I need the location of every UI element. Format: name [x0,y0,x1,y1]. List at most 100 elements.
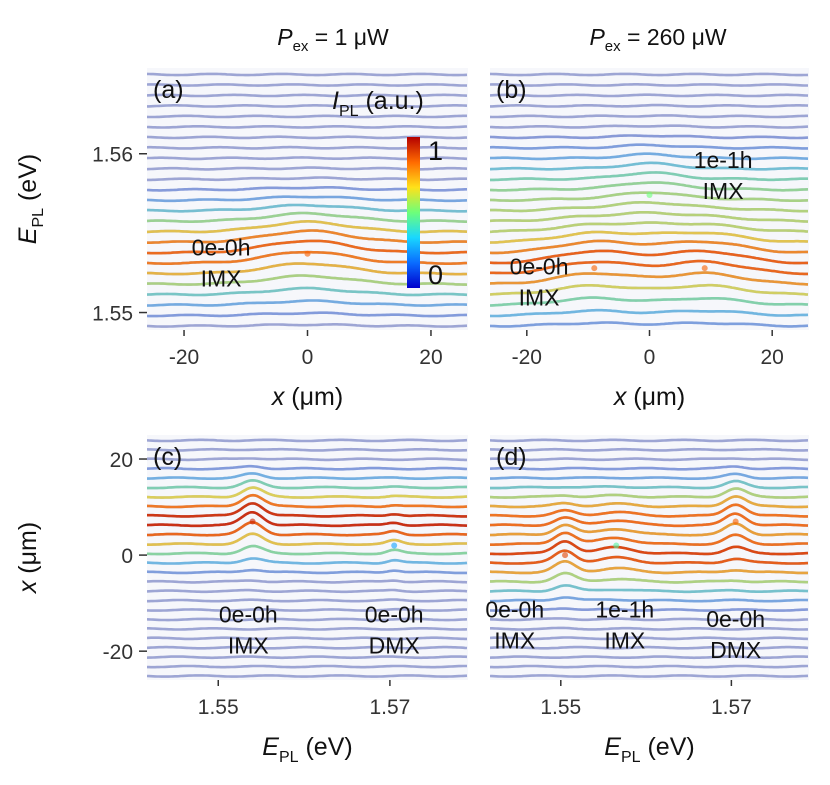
spectrum-trace [490,457,809,462]
spectrum-trace-highlight [490,522,809,537]
spectrum-trace [490,465,809,471]
peak-marker [249,518,256,525]
x-tick-label: 1.55 [198,696,239,719]
spectrum-trace [490,124,809,129]
spectrum-trace-highlight [490,171,808,182]
spectrum-trace [147,472,467,480]
spectrum-trace-highlight [147,299,468,307]
column-title-high-power: Pex = 260 μW [589,24,726,55]
peak-annotation: IMX [519,284,560,310]
spectrum-trace [147,579,468,584]
spectrum-trace [490,617,809,622]
spectrum-trace [147,135,467,140]
spectrum-trace [147,645,468,650]
spectrum-trace [490,438,809,443]
panel-label: (b) [496,76,527,104]
spectrum-trace [490,584,809,594]
peak-annotation: 0e-0h [485,597,544,623]
panel-a: (a) 0e-0h IMX -20 0 20 1.55 1.56 x (μm) EPL (eV) [14,68,468,411]
spectrum-trace [490,114,808,119]
colorbar-title: IPL (a.u.) [332,87,424,120]
spectrum-trace-highlight [490,596,809,603]
y-tick-label: 20 [110,449,133,472]
x-tick-label: 20 [761,346,784,369]
spectrum-trace [147,83,468,87]
spectrum-trace-highlight [147,311,467,318]
spectrum-trace-highlight [490,308,809,318]
spectrum-trace [147,655,468,660]
spectrum-trace-highlight [490,465,809,471]
spectrum-trace [490,664,808,669]
spectrum-trace [147,438,468,443]
y-tick-label: 1.55 [92,303,133,326]
spectrum-trace [490,296,809,307]
spectrum-trace [147,568,467,575]
x-tick-label: -20 [169,346,199,369]
peak-annotation: IMX [604,628,645,654]
spectrum-trace [147,72,468,77]
spectrum-trace [490,93,809,98]
peak-annotation: IMX [201,265,242,291]
spectrum-trace [147,311,467,318]
spectrum-trace-highlight [147,557,468,565]
x-tick-label: 1.55 [540,696,581,719]
spectrum-trace-highlight [147,568,467,575]
panel-label: (c) [153,443,182,471]
spectrum-trace [147,557,468,565]
spectrum-trace [490,645,809,650]
spectrum-trace-highlight [147,544,468,556]
spectrum-trace [147,323,468,328]
spectrum-trace-highlight [147,478,467,490]
colorbar: IPL (a.u.) 1 0 [332,87,443,290]
panel-d: (d) 0e-0h IMX 1e-1h IMX 0e-0h DMX 1.55 1.57 EPL (… [485,435,809,766]
spectrum-trace-highlight [490,296,809,307]
x-axis-title: x (μm) [613,383,685,411]
peak-marker [562,552,569,559]
spectrum-trace-highlight [490,134,809,140]
spectrum-trace-highlight [490,143,808,150]
spectrum-trace [147,299,468,307]
spectrum-trace [147,617,468,622]
peak-annotation: 0e-0h [510,253,569,279]
peak-marker [391,542,398,549]
spectrum-trace [147,125,468,129]
x-tick-label: 0 [302,346,314,369]
spectrum-trace [490,152,809,161]
spectrum-trace [147,457,467,462]
spectrum-trace [490,674,809,678]
colorbar-max-label: 1 [428,136,443,166]
spectrum-trace [490,83,808,87]
plot-area [147,435,468,680]
x-axis-title: x (μm) [271,383,343,411]
x-axis-title: EPL (eV) [604,733,694,766]
spectrum-trace-highlight [147,510,468,528]
spectrum-trace [147,588,468,594]
peak-annotation: 0e-0h [219,601,278,627]
peak-marker [646,192,653,199]
peak-annotation: IMX [228,632,269,658]
spectrum-trace-highlight [490,607,809,612]
spectrum-trace-highlight [490,549,809,565]
spectrum-trace-highlight [490,512,809,528]
spectrum-trace [147,664,467,669]
peak-annotation: 1e-1h [694,147,753,173]
x-tick-label: 1.57 [711,696,752,719]
spectrum-trace [490,655,808,660]
x-tick-label: 1.57 [369,696,410,719]
colorbar-gradient [407,137,420,288]
peak-marker [591,265,598,272]
peak-annotation: IMX [703,178,744,204]
spectrum-trace-highlight [490,201,808,213]
panel-label: (d) [496,443,527,471]
spectrum-trace [490,479,809,490]
spectrum-trace-highlight [490,259,808,276]
peak-annotation: 0e-0h [706,606,765,632]
spectrum-trace-highlight [147,464,468,471]
x-axis-title: EPL (eV) [262,733,352,766]
spectrum-trace [490,143,808,150]
spectrum-trace-highlight [490,152,809,161]
spectrum-trace [490,607,809,612]
spectrum-trace-highlight [490,531,808,547]
spectrum-trace [490,626,808,631]
